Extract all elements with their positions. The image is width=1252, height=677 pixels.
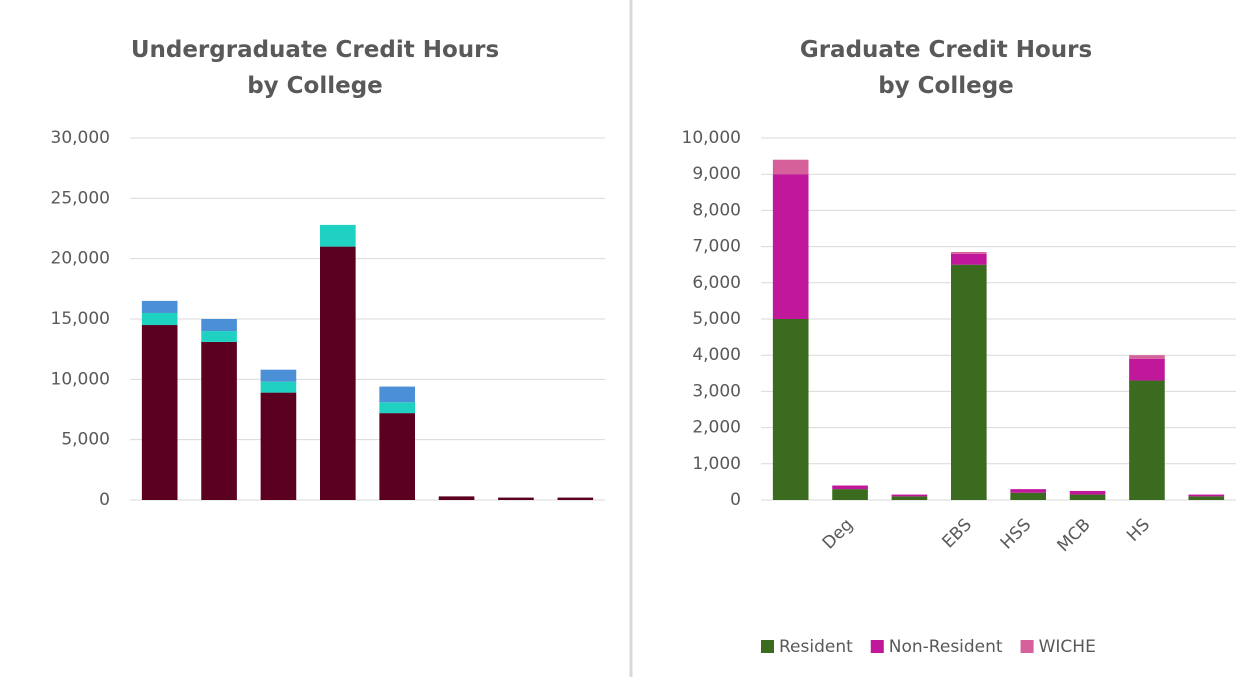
x-tick-label: HS bbox=[1123, 515, 1154, 546]
bar-segment bbox=[320, 247, 356, 500]
legend-swatch bbox=[871, 640, 884, 653]
bar-segment bbox=[498, 498, 534, 500]
bar-segment bbox=[1010, 493, 1046, 500]
y-tick-label: 0 bbox=[730, 490, 741, 510]
y-tick-label: 30,000 bbox=[51, 128, 110, 148]
bar-segment bbox=[201, 331, 237, 342]
bar-segment bbox=[773, 174, 809, 319]
bar-segment bbox=[439, 496, 475, 500]
y-tick-label: 6,000 bbox=[692, 273, 741, 293]
bar-segment bbox=[379, 387, 415, 403]
y-tick-label: 2,000 bbox=[692, 418, 741, 438]
legend-label: Non-Resident bbox=[889, 637, 1003, 657]
bar-segment bbox=[320, 225, 356, 247]
y-tick-label: 25,000 bbox=[51, 188, 110, 208]
y-tick-label: 5,000 bbox=[692, 309, 741, 329]
bar-segment bbox=[558, 498, 594, 500]
bar-segment bbox=[201, 342, 237, 500]
bar-segment bbox=[261, 393, 297, 500]
bar-segment bbox=[951, 252, 987, 254]
y-tick-label: 10,000 bbox=[51, 369, 110, 389]
bar-segment bbox=[832, 489, 868, 500]
bar-segment bbox=[951, 254, 987, 265]
bar-segment bbox=[142, 325, 178, 500]
x-tick-label: HSS bbox=[997, 515, 1035, 553]
bar-segment bbox=[261, 382, 297, 393]
bar-segment bbox=[1129, 355, 1165, 359]
bar-segment bbox=[832, 486, 868, 490]
bar-segment bbox=[951, 265, 987, 500]
bar-segment bbox=[1070, 495, 1106, 500]
bar-segment bbox=[1129, 359, 1165, 381]
y-tick-label: 20,000 bbox=[51, 249, 110, 269]
bar-segment bbox=[379, 413, 415, 500]
legend-label: Resident bbox=[779, 637, 853, 657]
y-tick-label: 4,000 bbox=[692, 345, 741, 365]
bar-segment bbox=[773, 319, 809, 500]
legend-label: WICHE bbox=[1039, 637, 1096, 657]
bar-segment bbox=[892, 495, 928, 497]
y-tick-label: 15,000 bbox=[51, 309, 110, 329]
bar-segment bbox=[1189, 495, 1225, 497]
y-tick-label: 10,000 bbox=[682, 128, 741, 148]
bar-segment bbox=[773, 160, 809, 174]
y-tick-label: 7,000 bbox=[692, 237, 741, 257]
y-tick-label: 0 bbox=[99, 490, 110, 510]
x-tick-label: Deg bbox=[819, 515, 857, 553]
bar-segment bbox=[201, 319, 237, 331]
legend-swatch bbox=[761, 640, 774, 653]
y-tick-label: 8,000 bbox=[692, 200, 741, 220]
y-tick-label: 1,000 bbox=[692, 454, 741, 474]
bar-segment bbox=[1070, 491, 1106, 495]
bar-segment bbox=[1189, 496, 1225, 500]
y-tick-label: 5,000 bbox=[61, 430, 110, 450]
bar-segment bbox=[142, 313, 178, 325]
legend-swatch bbox=[1021, 640, 1034, 653]
x-tick-label: MCB bbox=[1053, 515, 1094, 556]
y-tick-label: 9,000 bbox=[692, 164, 741, 184]
y-tick-label: 3,000 bbox=[692, 381, 741, 401]
bar-segment bbox=[261, 370, 297, 382]
charts: Undergraduate Credit Hoursby College 0 5,0… bbox=[0, 0, 1252, 677]
bar-segment bbox=[379, 402, 415, 413]
bar-segment bbox=[142, 301, 178, 313]
bar-segment bbox=[1129, 381, 1165, 500]
x-tick-label: EBS bbox=[938, 515, 975, 552]
bar-segment bbox=[1010, 489, 1046, 493]
bar-segment bbox=[892, 496, 928, 500]
page: Undergraduate Credit Hoursby College 0 5,0… bbox=[0, 0, 1252, 677]
